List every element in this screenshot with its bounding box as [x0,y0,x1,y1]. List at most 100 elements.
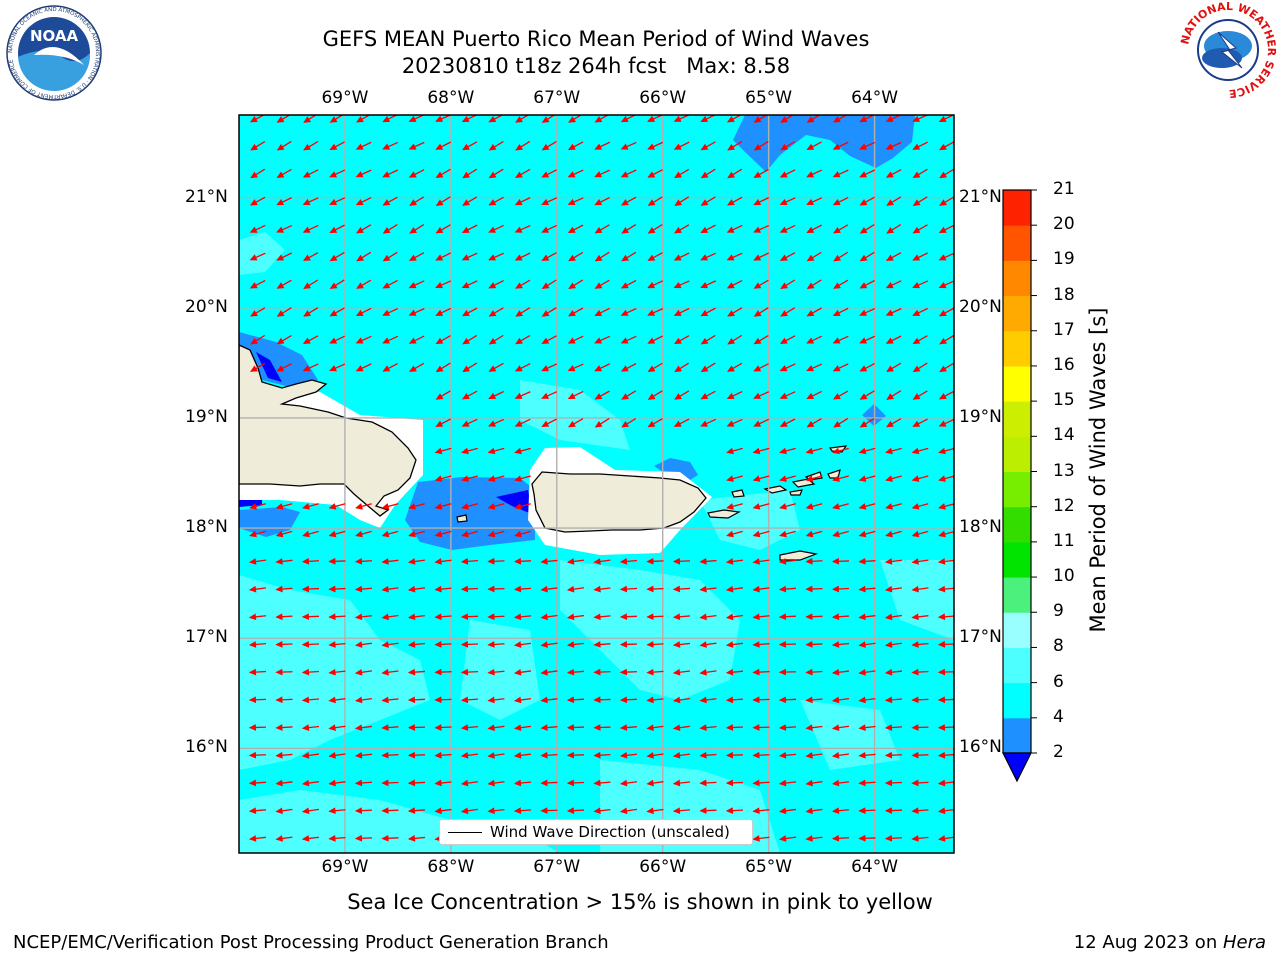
wave-arrow-head [354,807,363,814]
wave-arrow-head [356,254,365,262]
wave-arrow-head [515,171,523,178]
wave-arrow-head [912,115,920,122]
wave-arrow-head [462,365,470,373]
wave-arrow-head [859,143,867,150]
colorbar-tick-label: 13 [1053,460,1075,481]
wave-arrow-head [487,447,496,455]
wave-arrow-head [302,337,311,344]
wave-arrow-head [434,668,442,676]
wave-arrow-head [752,807,760,815]
wave-arrow-head [886,365,894,372]
wave-arrow-head [805,475,814,482]
chart-subtitle: 20230810 t18z 264h fcst Max: 8.58 [401,54,791,78]
wave-arrow-head [674,365,683,373]
wave-arrow-head [488,254,496,261]
wave-arrow-head [435,115,443,122]
colorbar-band [1003,541,1031,578]
wave-arrow-head [859,171,868,178]
wave-arrow-head [594,282,603,289]
wave-arrow-head [407,641,416,648]
wave-arrow-head [699,613,707,621]
wave-arrow-head [407,835,416,842]
lon-label-bottom: 68°W [427,857,475,877]
wave-arrow-head [912,420,921,427]
wave-arrow-head [460,752,469,759]
wave-arrow-head [382,309,391,316]
wave-arrow-head [435,171,444,179]
wave-arrow-head [937,835,946,842]
wave-arrow-head [594,226,603,234]
wave-arrow-head [381,834,389,842]
wave-arrow-head [939,337,947,345]
wave-arrow-head [487,752,495,759]
wave-arrow-head [434,558,442,565]
wave-arrow-head [831,724,840,732]
wave-arrow-head [779,198,788,206]
colorbar-band [1003,295,1031,332]
wave-arrow-head [699,585,707,593]
wave-arrow-head [408,503,416,510]
wave-arrow-head [462,199,470,206]
wave-arrow-head [382,227,391,234]
wave-arrow-head [302,530,310,538]
wave-arrow-head [859,420,868,428]
wave-arrow-head [725,558,734,565]
wave-arrow-head [858,447,867,455]
wave-arrow-head [753,143,762,151]
wave-arrow-head [381,585,389,593]
wave-arrow-head [806,116,815,123]
wave-arrow-head [619,807,628,815]
wave-arrow-head [487,585,495,593]
wave-arrow-head [647,393,656,400]
wave-arrow-head [248,779,257,787]
wave-arrow-head [594,116,603,123]
wave-arrow-head [674,171,682,179]
colorbar-tick-label: 4 [1053,706,1064,727]
wave-arrow-head [566,751,575,759]
wave-arrow-head [488,116,497,123]
wave-arrow-head [805,503,814,510]
wave-arrow-head [673,420,682,427]
wave-arrow-head [938,475,946,482]
wave-arrow-head [248,807,257,815]
wave-arrow-head [858,696,866,704]
wave-arrow-head [514,503,522,510]
wave-arrow-head [355,503,363,510]
wave-arrow-head [354,641,363,648]
wave-arrow-head [805,530,814,538]
wave-arrow-head [619,613,628,621]
wave-arrow-head [805,641,813,648]
wave-arrow-head [727,365,735,372]
wave-arrow-head [619,751,628,759]
wave-arrow-head [672,807,681,815]
wave-arrow-head [832,447,840,455]
wave-arrow-head [726,226,735,233]
wave-arrow-head [434,530,443,538]
wave-arrow-head [778,807,787,815]
wave-arrow-head [301,668,310,676]
wave-arrow-head [566,779,575,787]
wave-arrow-head [805,752,813,759]
wave-arrow-head [302,365,311,372]
wave-arrow-head [566,558,575,565]
wave-arrow-head [912,393,921,400]
wave-arrow-head [328,613,336,621]
wave-arrow-head [540,585,548,593]
wave-arrow-head [329,309,338,317]
wave-arrow-head [381,751,389,759]
wave-arrow-head [778,585,787,593]
wave-arrow-head [275,530,284,538]
wave-arrow-head [435,420,444,427]
wave-arrow-head [885,475,893,482]
wave-arrow-head [382,337,391,344]
wave-arrow-head [726,199,735,206]
wave-arrow-head [725,724,734,731]
wave-arrow-head [937,585,946,593]
wave-arrow-head [514,447,522,455]
wave-arrow-head [487,779,495,787]
wave-arrow-head [354,834,363,842]
wave-arrow-head [249,530,257,538]
wave-arrow-head [329,171,338,178]
wave-arrow-head [937,751,946,759]
wave-arrow-head [488,199,497,206]
